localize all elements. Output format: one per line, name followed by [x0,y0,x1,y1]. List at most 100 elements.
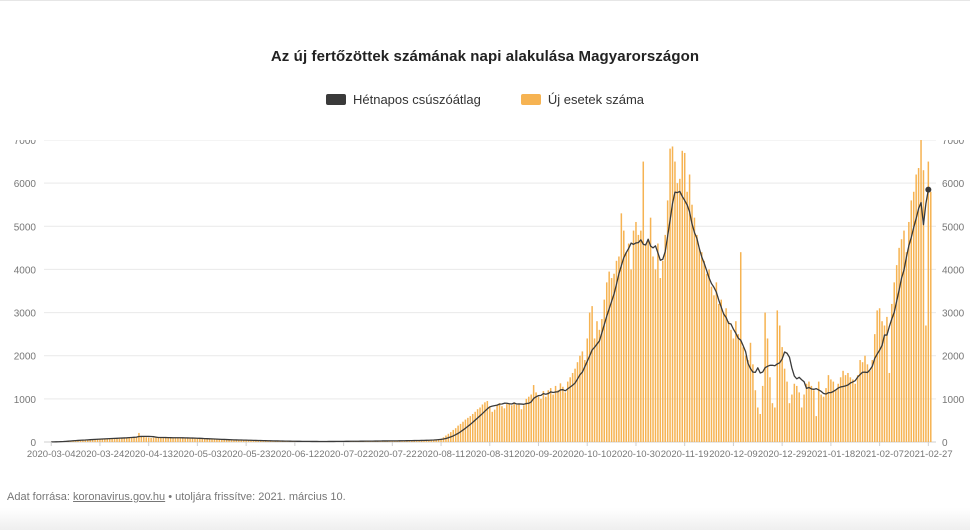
bar-day-34 [133,437,135,442]
bar-day-249 [657,243,659,442]
bar-day-189 [510,405,513,442]
bar-day-74 [230,439,233,442]
bar-day-213 [569,377,571,442]
bar-day-328 [849,377,852,442]
bar-day-55 [184,438,186,442]
bar-day-313 [813,390,815,442]
bar-day-50 [172,437,174,442]
bar-day-149 [413,440,416,442]
bar-day-339 [876,310,878,442]
bar-day-294 [766,338,769,442]
bar-day-318 [825,388,827,442]
bar-day-51 [174,437,177,442]
bar-day-28 [118,438,121,442]
x-tick-label-2: 2020-04-13 [124,449,173,460]
bar-day-257 [676,183,679,442]
bar-day-333 [861,362,864,442]
bar-day-254 [669,148,671,442]
bar-day-57 [189,438,191,442]
bar-day-242 [640,230,642,442]
x-tick-label-0: 2020-03-04 [27,449,76,460]
bar-day-297 [774,407,776,442]
bar-day-361 [930,191,932,442]
bar-day-196 [528,396,530,442]
bar-day-89 [267,440,269,442]
bar-day-88 [264,440,267,442]
x-tick-label-3: 2020-05-03 [173,449,222,460]
bar-day-302 [786,381,788,442]
bar-day-68 [216,439,218,442]
bar-day-76 [235,440,238,442]
bar-day-72 [225,439,228,442]
bar-day-222 [591,306,593,442]
bar-day-180 [489,407,491,442]
bar-day-295 [769,377,771,442]
bar-day-356 [917,168,920,442]
bar-day-231 [613,273,615,442]
bar-day-195 [525,398,528,442]
bar-day-29 [121,437,123,442]
bar-day-178 [484,402,486,442]
bar-day-349 [900,239,903,442]
bar-day-360 [927,161,930,442]
bar-day-44 [157,437,160,442]
bar-day-310 [805,383,808,442]
bar-day-183 [496,404,498,442]
bar-day-64 [206,438,208,442]
y-tick-left-4000: 4000 [14,265,37,276]
bar-day-70 [221,439,223,442]
bar-day-157 [432,439,435,442]
bar-day-224 [596,321,598,442]
bar-day-353 [910,200,913,442]
bar-day-85 [257,440,260,442]
bar-day-300 [781,347,783,442]
bar-day-214 [571,372,574,442]
bar-day-175 [476,409,479,442]
bar-day-58 [191,438,194,442]
y-tick-left-0: 0 [30,438,36,449]
bar-day-230 [610,278,613,442]
legend-item-moving-average[interactable]: Hétnapos csúszóátlag [325,92,481,107]
update-note: • utoljára frissítve: 2021. március 10. [165,491,346,503]
bar-day-278 [727,321,730,442]
y-tick-left-3000: 3000 [14,309,37,320]
x-tick-label-16: 2021-01-18 [807,449,856,460]
bar-day-205 [549,388,552,442]
bar-day-322 [835,390,837,442]
bar-day-334 [864,355,866,442]
bar-day-23 [106,438,109,442]
bar-day-73 [228,439,230,442]
bar-day-12 [79,440,82,442]
bar-day-71 [223,439,225,442]
bar-day-330 [854,383,857,442]
bottom-fade [0,508,970,530]
bar-day-331 [856,375,859,442]
bar-day-61 [199,438,201,442]
y-tick-left-6000: 6000 [14,179,37,190]
bar-day-357 [920,140,922,442]
bar-day-336 [869,370,871,442]
bar-day-325 [842,370,844,442]
bar-day-253 [666,200,669,442]
bar-day-198 [532,385,535,442]
bar-day-218 [581,351,584,442]
bar-day-304 [791,394,793,442]
bar-day-160 [440,438,442,442]
x-tick-label-11: 2020-10-10 [563,449,612,460]
bar-day-323 [837,383,839,442]
bar-day-311 [808,381,810,442]
source-link[interactable]: koronavirus.gov.hu [73,491,166,503]
y-tick-right-5000: 5000 [942,222,965,233]
bar-day-359 [925,325,927,442]
bar-day-187 [506,404,508,442]
bar-day-233 [618,256,620,442]
bar-day-217 [579,355,581,442]
legend-item-new-cases[interactable]: Új esetek száma [520,92,644,107]
bar-day-346 [893,282,895,442]
bar-day-292 [761,385,764,442]
bar-day-341 [881,321,883,442]
bar-day-83 [252,440,255,442]
bar-day-27 [116,438,118,442]
bar-day-258 [679,178,681,442]
bar-day-332 [859,360,861,442]
